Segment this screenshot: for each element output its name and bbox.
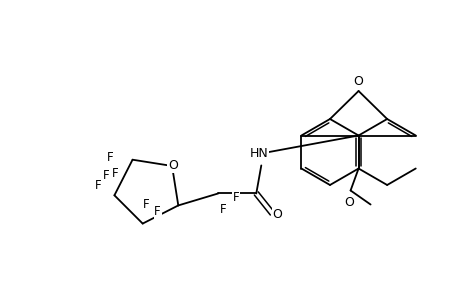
Text: O: O — [168, 160, 178, 172]
Text: F: F — [154, 205, 161, 218]
Text: HN: HN — [249, 147, 268, 160]
Text: F: F — [103, 169, 110, 182]
Text: F: F — [143, 198, 150, 211]
Text: F: F — [112, 167, 118, 180]
Text: O: O — [353, 74, 363, 88]
Text: F: F — [232, 191, 239, 204]
Text: O: O — [344, 196, 354, 209]
Text: F: F — [219, 203, 226, 216]
Text: F: F — [107, 151, 114, 164]
Text: F: F — [95, 179, 101, 192]
Text: O: O — [272, 208, 282, 221]
